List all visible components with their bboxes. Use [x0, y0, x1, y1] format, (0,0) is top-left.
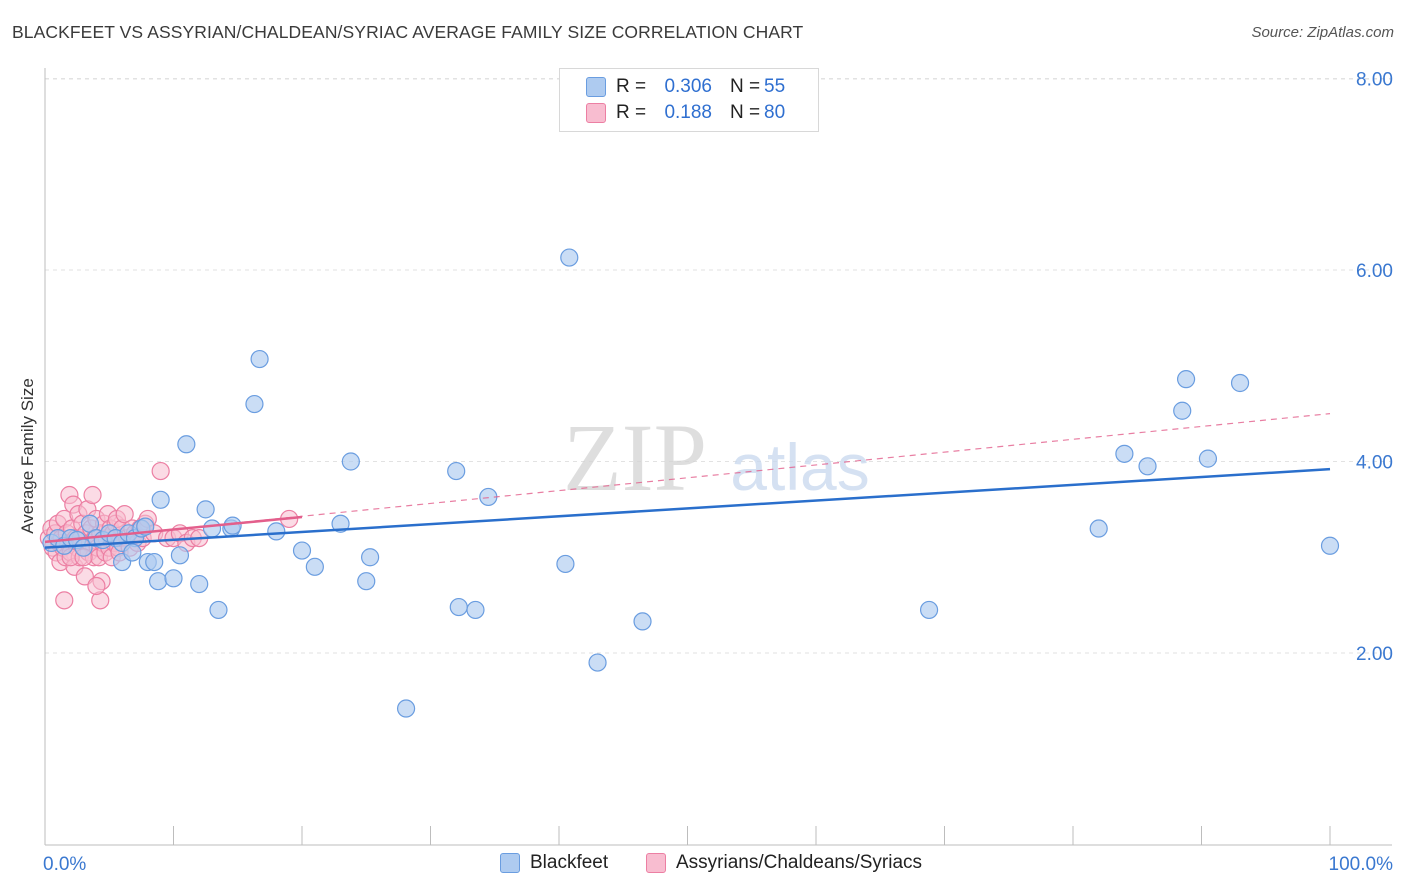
- assyrians-point: [115, 505, 134, 524]
- blackfeet-point: [1138, 457, 1157, 476]
- tick-labels: 2.00 4.00 6.00 8.00 0.0% 100.0%: [43, 70, 1393, 876]
- n-value: 55: [764, 76, 786, 97]
- bottom-legend-blackfeet: Blackfeet: [500, 852, 608, 874]
- blackfeet-point: [209, 600, 228, 620]
- watermark: ZIP atlas: [563, 404, 870, 511]
- watermark-atlas: atlas: [730, 430, 869, 504]
- blackfeet-point: [305, 557, 324, 576]
- assyrians-point: [55, 591, 74, 610]
- blackfeet-point: [556, 554, 575, 574]
- blackfeet-point: [196, 500, 215, 519]
- blackfeet-points: [42, 248, 1340, 718]
- blackfeet-point: [361, 548, 380, 567]
- blackfeet-point: [170, 546, 190, 565]
- source-credit: Source: ZipAtlas.com: [1251, 24, 1394, 41]
- legend-row-blackfeet: R = 0.306 N = 55: [586, 75, 785, 99]
- blackfeet-point: [202, 519, 222, 538]
- correlation-legend: R = 0.306 N = 55 R = 0.188 N = 80: [559, 68, 819, 132]
- blackfeet-point: [177, 435, 196, 454]
- blackfeet-point: [148, 572, 168, 591]
- r-value: 0.306: [664, 76, 712, 97]
- r-label: R =: [616, 102, 647, 123]
- blackfeet-point: [919, 600, 939, 620]
- blackfeet-point: [331, 514, 350, 533]
- y-tick-label: 2.00: [1356, 644, 1393, 665]
- assyrians-point: [151, 461, 170, 481]
- blackfeet-trend-line: [44, 467, 1331, 549]
- x-tick-label: 0.0%: [43, 854, 86, 875]
- blackfeet-legend-label: Blackfeet: [530, 852, 609, 873]
- assyrians-point: [83, 485, 102, 505]
- bottom-legend-assyrians: Assyrians/Chaldeans/Syriacs: [646, 852, 922, 874]
- blackfeet-point: [449, 597, 468, 617]
- blackfeet-point: [1176, 370, 1196, 389]
- blackfeet-point: [1198, 449, 1218, 468]
- blackfeet-point: [341, 452, 360, 471]
- x-tick-label: 100.0%: [1329, 854, 1394, 875]
- assyrians-swatch: [586, 103, 606, 123]
- legend-row-assyrians: R = 0.188 N = 80: [586, 101, 785, 125]
- n-label: N =: [730, 102, 761, 123]
- assyrians-trend-line: [44, 515, 303, 544]
- blackfeet-point: [1173, 401, 1192, 420]
- y-tick-label: 4.00: [1356, 453, 1393, 474]
- blackfeet-point: [123, 543, 142, 562]
- blackfeet-point: [250, 349, 269, 369]
- axes: [44, 68, 1392, 846]
- y-tick-label: 6.00: [1356, 261, 1393, 282]
- blackfeet-point: [560, 248, 579, 267]
- blackfeet-point: [151, 490, 170, 509]
- blackfeet-point: [292, 541, 312, 560]
- blackfeet-point: [245, 394, 264, 414]
- blackfeet-point: [190, 574, 209, 594]
- blackfeet-point: [1089, 519, 1108, 538]
- y-tick-label: 8.00: [1356, 70, 1393, 91]
- blackfeet-point: [447, 461, 466, 481]
- blackfeet-point: [1320, 536, 1340, 555]
- blackfeet-swatch: [500, 853, 520, 873]
- r-value: 0.188: [664, 102, 712, 123]
- blackfeet-point: [588, 653, 607, 672]
- blackfeet-point: [1230, 373, 1250, 393]
- assyrians-legend-label: Assyrians/Chaldeans/Syriacs: [676, 852, 923, 873]
- blackfeet-swatch: [586, 77, 606, 97]
- n-label: N =: [730, 76, 761, 97]
- blackfeet-point: [164, 569, 183, 588]
- blackfeet-point: [223, 516, 242, 535]
- assyrians-swatch: [646, 853, 666, 873]
- blackfeet-point: [357, 572, 376, 591]
- blackfeet-point: [633, 612, 652, 631]
- blackfeet-point: [1115, 444, 1134, 463]
- r-label: R =: [616, 76, 647, 97]
- blackfeet-point: [145, 552, 164, 572]
- blackfeet-point: [466, 600, 485, 620]
- grid-lines: [45, 78, 1392, 654]
- n-value: 80: [764, 102, 786, 123]
- blackfeet-point: [396, 699, 416, 718]
- trend-lines: [44, 413, 1331, 549]
- watermark-zip: ZIP: [563, 404, 707, 511]
- blackfeet-point: [267, 522, 286, 541]
- chart-title: BLACKFEET VS ASSYRIAN/CHALDEAN/SYRIAC AV…: [12, 22, 804, 42]
- assyrians-point: [87, 576, 106, 596]
